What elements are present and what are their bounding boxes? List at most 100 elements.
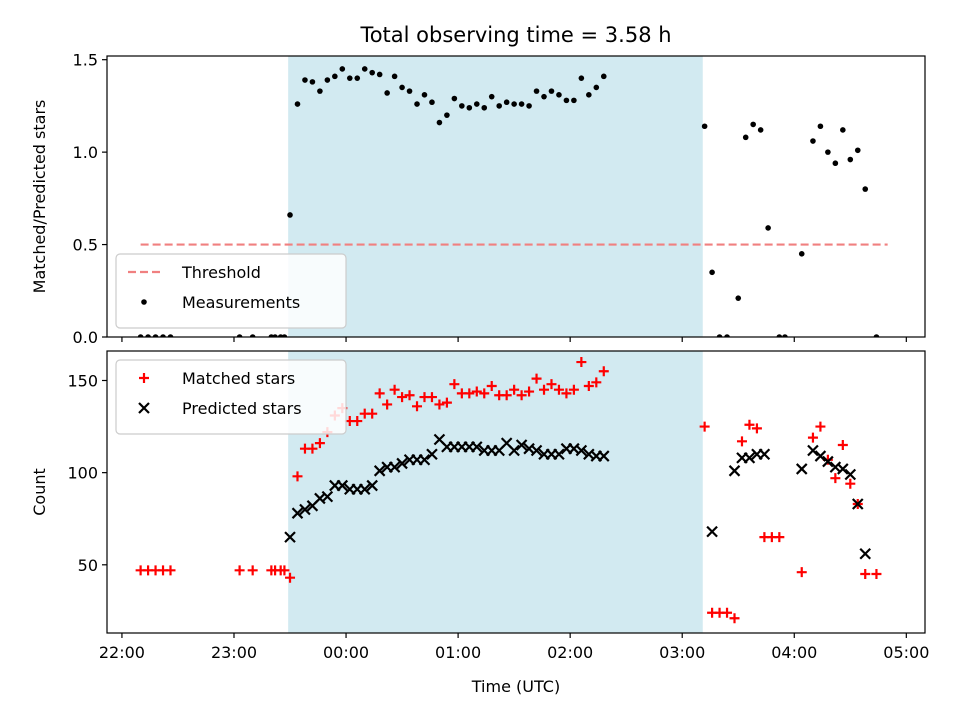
predicted-star-point [388,461,401,473]
x-tick-label: 02:00 [547,643,593,662]
axes-frame [106,55,926,338]
matched-star-point [479,388,490,399]
measurement-point [317,88,323,94]
x-tick-label: 22:00 [99,643,145,662]
measurement-point [137,334,144,337]
measurement-point [765,225,771,231]
predicted-star-point [822,455,834,468]
y-axis-label: Matched/Predicted stars [30,100,49,294]
matched-star-point [583,381,594,392]
measurement-point [399,84,405,91]
legend-label: Matched stars [182,369,295,388]
measurement-point [436,119,443,126]
matched-star-point [285,572,296,583]
y-tick-label: 0.5 [73,236,98,255]
measurement-point [309,79,316,85]
observing-interval-band [288,56,703,337]
legend: Threshold Measurements [115,253,347,329]
matched-star-point [486,381,497,392]
y-tick-label: 50 [78,556,98,575]
x-tick-label: 00:00 [323,643,369,662]
matched-star-point [751,423,762,434]
measurement-point [459,103,465,109]
matched-star-point [871,569,882,580]
predicted-star-point [471,441,483,453]
matched-star-point [837,440,848,450]
matched-star-point [546,379,557,390]
measurement-point [825,149,831,155]
observing-interval-band [288,351,703,633]
measurement-point [556,92,562,98]
matched-star-point [389,384,400,395]
predicted-star-point [426,448,438,460]
matched-star-point [561,388,572,399]
measurement-point [369,69,375,76]
measurement-point [160,334,166,337]
figure-title: Total observing time = 3.58 h [359,23,671,47]
measurement-point [272,334,278,337]
measurement-point [518,101,525,107]
matched-star-point [374,388,385,399]
predicted-star-point [844,468,857,481]
x-tick-label: 03:00 [659,643,705,662]
y-tick-label: 150 [67,371,98,390]
predicted-star-point [291,507,304,519]
legend-label: Predicted stars [182,399,302,418]
predicted-star-point [553,448,565,460]
predicted-star-point [743,452,756,464]
measurement-point [873,334,880,337]
y-tick-label: 1.0 [73,143,98,162]
measurement-point [496,103,502,109]
matched-star-point [736,436,747,447]
predicted-star-point [336,479,349,492]
matched-star-point [404,390,415,401]
y-tick-label: 0.0 [73,328,98,347]
measurement-point [466,104,473,111]
measurement-point [701,123,708,130]
measurement-point [503,99,510,106]
measurement-point [451,95,458,102]
predicted-star-point [807,444,819,457]
y-tick-label: 100 [67,464,98,483]
predicted-star-point [321,490,334,503]
predicted-star-point [758,448,771,460]
matched-star-point [367,408,378,419]
measurement-point [757,127,764,133]
predicted-star-point [706,525,718,538]
measurement-point [750,121,756,128]
x-tick-label: 05:00 [883,643,929,662]
measurement-point [167,334,174,337]
matched-star-point [830,473,841,484]
measurement-point [287,212,293,218]
measurement-point [421,92,428,98]
measurement-point [724,334,730,337]
legend-label: Measurements [182,293,300,312]
measurement-point [488,93,495,100]
top-panel: 0.0 0.5 1.0 1.5 Matched/Predicted stars Thres… [30,51,926,347]
legend: Matched stars Predicted stars [115,359,347,435]
measurement-point [152,334,159,337]
predicted-star-point [851,498,864,510]
predicted-star-point [859,547,872,560]
measurement-point [376,71,383,78]
predicted-star-point [795,463,808,475]
matched-star-point [774,532,785,543]
matched-star-point [860,569,871,580]
matched-star-point [576,357,587,368]
measurement-point [302,77,308,83]
matched-star-point [307,443,318,454]
measurement-point [406,88,413,94]
predicted-star-point [366,479,378,492]
bottom-panel: 50 100 150 22:00 23:00 00:00 01:00 02:00 03:00 04… [30,350,929,696]
matched-star-point [729,613,740,624]
measurement-point [526,103,532,109]
matched-star-point [568,384,579,395]
predicted-star-point [358,483,371,496]
measurement-point [361,66,368,72]
measurement-point [294,101,301,107]
measurement-point [481,104,488,111]
matched-star-point [516,390,527,401]
matched-star-point [815,421,826,432]
matched-star-point [247,565,258,576]
